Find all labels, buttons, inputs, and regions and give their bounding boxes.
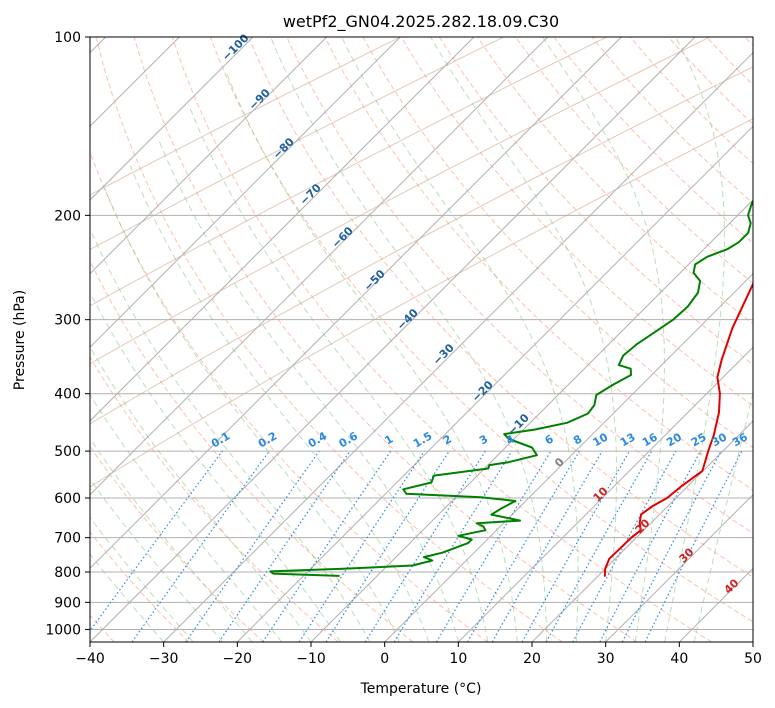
moist-adiabat-line — [90, 291, 341, 642]
moist-adiabat-line — [270, 37, 548, 642]
isotherm-line — [605, 493, 753, 642]
mixing-ratio-line — [131, 450, 270, 642]
x-axis-ticks: −40 −30 −20 −10 0 10 20 30 40 50 — [75, 642, 762, 667]
dry-adiabat-line — [324, 37, 753, 491]
mixing-ratio-line — [521, 450, 631, 642]
y-tick-label: 500 — [54, 444, 81, 460]
dry-adiabat-line — [90, 445, 264, 642]
isotherm-line — [90, 37, 622, 570]
y-tick-label: 600 — [54, 491, 81, 507]
moist-adiabat-line — [129, 165, 430, 642]
y-tick-label: 100 — [54, 30, 81, 46]
isotherm-grid — [90, 37, 753, 642]
mixing-ratio-line — [218, 450, 351, 642]
dry-adiabat-line — [171, 37, 712, 642]
x-tick-label: 30 — [597, 651, 615, 667]
moist-adiabat-line — [430, 37, 617, 642]
dry-adiabat-line — [90, 150, 488, 642]
moist-adiabat-line — [90, 437, 253, 642]
chart-title: wetPf2_GN04.2025.282.18.09.C30 — [283, 12, 559, 32]
x-tick-label: 0 — [380, 651, 389, 667]
plot-area — [90, 37, 753, 642]
isotherm-line — [457, 346, 753, 642]
isotherm-line — [310, 199, 753, 642]
isotherm-line — [384, 272, 753, 642]
x-tick-label: 50 — [744, 651, 762, 667]
y-tick-label: 900 — [54, 595, 81, 611]
isentrope-line — [90, 37, 607, 307]
mixing-ratio-line — [185, 450, 320, 642]
dewpoint-profile-line — [269, 199, 753, 577]
dry-adiabat-line — [515, 37, 753, 284]
isotherm-line — [90, 37, 401, 349]
mixing-ratio-line — [262, 450, 392, 642]
background-lines — [90, 37, 753, 642]
y-axis-ticks: 100 200 300 400 500 600 700 800 900 1000 — [45, 30, 90, 638]
dry-adiabat-line — [133, 37, 638, 642]
moist-adiabat-line — [90, 345, 312, 642]
isentrope-line — [90, 118, 753, 488]
moist-adiabat-line — [664, 37, 726, 642]
y-axis-label: Pressure (hPa) — [12, 290, 28, 390]
isotherm-line — [90, 37, 696, 642]
isobar-grid — [90, 37, 753, 630]
x-axis-label: Temperature (°C) — [360, 681, 482, 697]
isotherm-line — [90, 37, 549, 496]
mixing-ratio-line — [644, 450, 743, 642]
mixing-ratio-line — [393, 450, 513, 642]
mixing-ratio-line — [298, 450, 425, 642]
x-tick-label: −20 — [223, 651, 253, 667]
moist-adiabat-line — [90, 227, 371, 642]
moist-adiabat-line — [90, 478, 223, 642]
y-tick-label: 700 — [54, 531, 81, 547]
dry-adiabat-line — [95, 37, 563, 642]
y-tick-label: 400 — [54, 387, 81, 403]
dry-adiabat-line — [90, 531, 190, 642]
dry-adiabat-line — [248, 37, 753, 578]
y-tick-label: 800 — [54, 565, 81, 581]
moist-adiabat-line — [90, 394, 282, 642]
moist-adiabat-line — [90, 553, 165, 642]
moist-adiabat-line — [341, 37, 579, 642]
mixing-ratio-line — [572, 450, 677, 642]
mixing-ratio-line — [545, 450, 653, 642]
mixing-ratio-lines — [90, 450, 743, 642]
isotherm-line — [90, 37, 254, 201]
moist-adiabat-line — [188, 104, 489, 642]
x-tick-label: −10 — [296, 651, 326, 667]
x-tick-label: −30 — [149, 651, 179, 667]
isotherm-line — [531, 420, 753, 642]
plot-frame — [89, 36, 754, 643]
moist-adiabat-line — [90, 516, 194, 642]
moist-adiabat-line — [225, 72, 518, 642]
dry-adiabat-line — [210, 37, 753, 623]
y-tick-label: 200 — [54, 208, 81, 224]
x-tick-label: −40 — [75, 651, 105, 667]
profile-series — [269, 199, 753, 577]
dry-adiabat-line — [90, 356, 339, 642]
isotherm-line — [90, 37, 475, 422]
mixing-ratio-line — [325, 450, 450, 642]
isotherm-line — [163, 51, 753, 642]
moist-adiabat-line — [542, 37, 665, 642]
dry-adiabat-line — [400, 37, 753, 407]
isotherm-line — [752, 641, 753, 642]
moist-adiabat-line — [693, 390, 753, 642]
x-tick-label: 40 — [670, 651, 688, 667]
isentrope-line — [90, 37, 710, 365]
x-tick-label: 10 — [449, 651, 467, 667]
temperature-profile-line — [603, 281, 753, 577]
dry-adiabat-line — [438, 37, 753, 366]
isotherm-line — [90, 37, 328, 275]
y-tick-label: 1000 — [45, 622, 81, 638]
isotherm-line — [236, 125, 753, 642]
mixing-ratio-line — [90, 450, 223, 632]
isentrope-line — [90, 66, 753, 425]
moist-adiabat-line — [104, 188, 400, 642]
x-tick-label: 20 — [523, 651, 541, 667]
y-tick-label: 300 — [54, 313, 81, 329]
